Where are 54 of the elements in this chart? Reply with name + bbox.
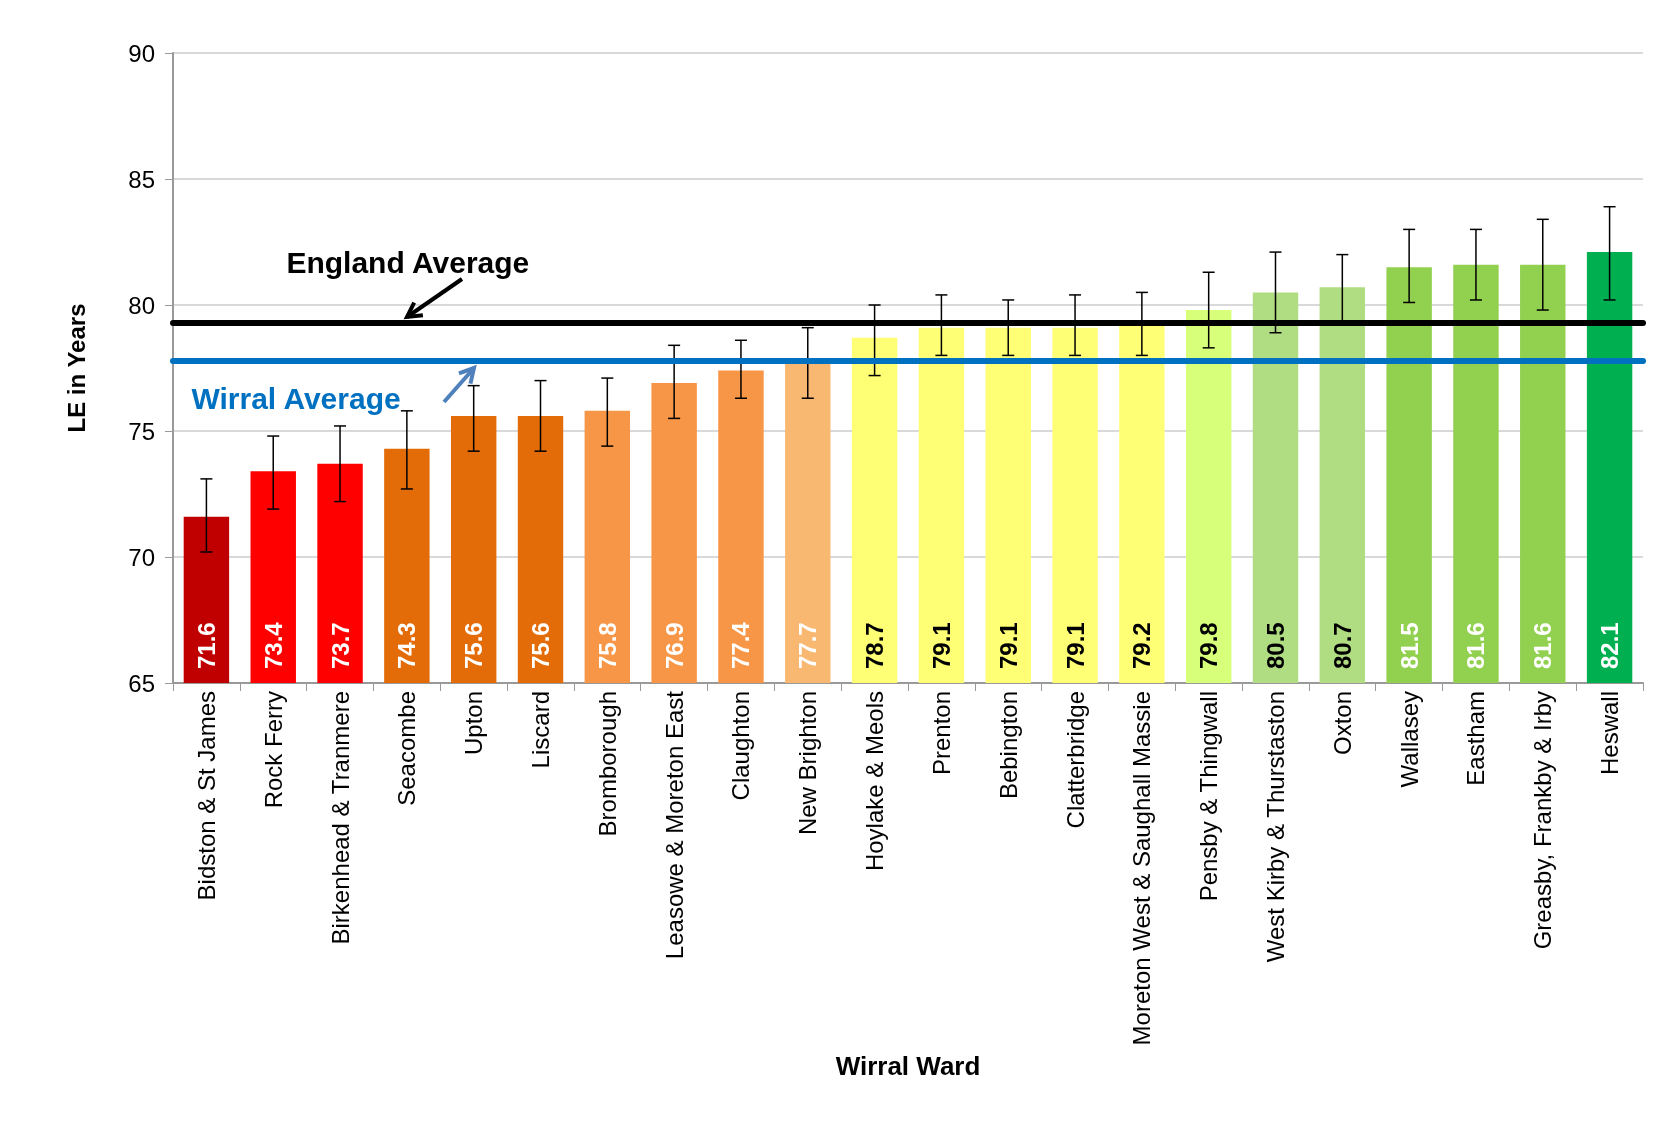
data-label: 75.6 [460, 622, 488, 669]
ref-line-label: England Average [286, 246, 530, 280]
data-label: 73.7 [326, 622, 354, 669]
data-label: 81.5 [1395, 622, 1423, 669]
x-axis-title: Wirral Ward [835, 1051, 981, 1082]
y-tick-label: 90 [128, 39, 155, 67]
data-label: 71.6 [192, 622, 220, 669]
x-tick-label: Wallasey [1395, 691, 1423, 788]
data-label: 81.6 [1462, 622, 1490, 669]
data-label: 74.3 [393, 622, 421, 669]
data-label: 79.1 [927, 622, 955, 669]
y-axis-title: LE in Years [62, 303, 90, 433]
data-label: 78.7 [861, 622, 889, 669]
x-tick-label: Hoylake & Meols [861, 691, 889, 872]
x-tick-label: Prenton [927, 691, 955, 776]
x-tick-label: Heswall [1596, 691, 1624, 776]
x-tick-label: Birkenhead & Tranmere [326, 691, 354, 945]
data-label: 79.1 [994, 622, 1022, 669]
data-label: 79.8 [1195, 622, 1223, 669]
data-label: 76.9 [660, 622, 688, 669]
x-tick-label: Rock Ferry [259, 691, 287, 809]
x-tick-label: Leasowe & Moreton East [660, 690, 688, 960]
data-label: 80.7 [1328, 622, 1356, 669]
x-tick-label: Liscard [527, 691, 554, 769]
data-label: 75.6 [527, 622, 554, 669]
y-tick-label: 80 [128, 291, 155, 319]
data-label: 77.4 [727, 621, 755, 669]
x-tick-label: Bromborough [593, 691, 621, 837]
x-tick-label: West Kirby & Thurstaston [1262, 691, 1289, 963]
data-label: 73.4 [259, 621, 287, 669]
x-tick-label: Bidston & St James [192, 691, 220, 901]
data-label: 80.5 [1262, 622, 1289, 669]
data-label: 82.1 [1596, 622, 1624, 669]
x-tick-label: Oxton [1328, 691, 1356, 756]
x-tick-label: Eastham [1462, 691, 1490, 786]
ref-line-label: Wirral Average [191, 381, 401, 415]
data-label: 79.2 [1128, 622, 1156, 669]
data-label: 75.8 [593, 622, 621, 669]
x-tick-label: Upton [460, 691, 488, 756]
y-tick-label: 85 [128, 165, 155, 193]
y-tick-label: 70 [128, 543, 155, 571]
data-label: 81.6 [1529, 622, 1557, 669]
x-tick-label: Bebington [994, 691, 1022, 800]
x-tick-label: Clatterbridge [1061, 691, 1089, 829]
y-tick-label: 65 [128, 669, 155, 697]
data-label: 79.1 [1061, 622, 1089, 669]
y-tick-label: 75 [128, 417, 155, 445]
x-tick-label: Pensby & Thingwall [1195, 691, 1223, 902]
data-label: 77.7 [794, 622, 822, 669]
x-tick-label: Greasby, Frankby & Irby [1529, 691, 1557, 950]
x-tick-label: Moreton West & Saughall Massie [1128, 691, 1156, 1046]
x-tick-label: New Brighton [794, 691, 822, 836]
x-tick-label: Claughton [727, 691, 755, 801]
x-tick-label: Seacombe [393, 691, 421, 806]
